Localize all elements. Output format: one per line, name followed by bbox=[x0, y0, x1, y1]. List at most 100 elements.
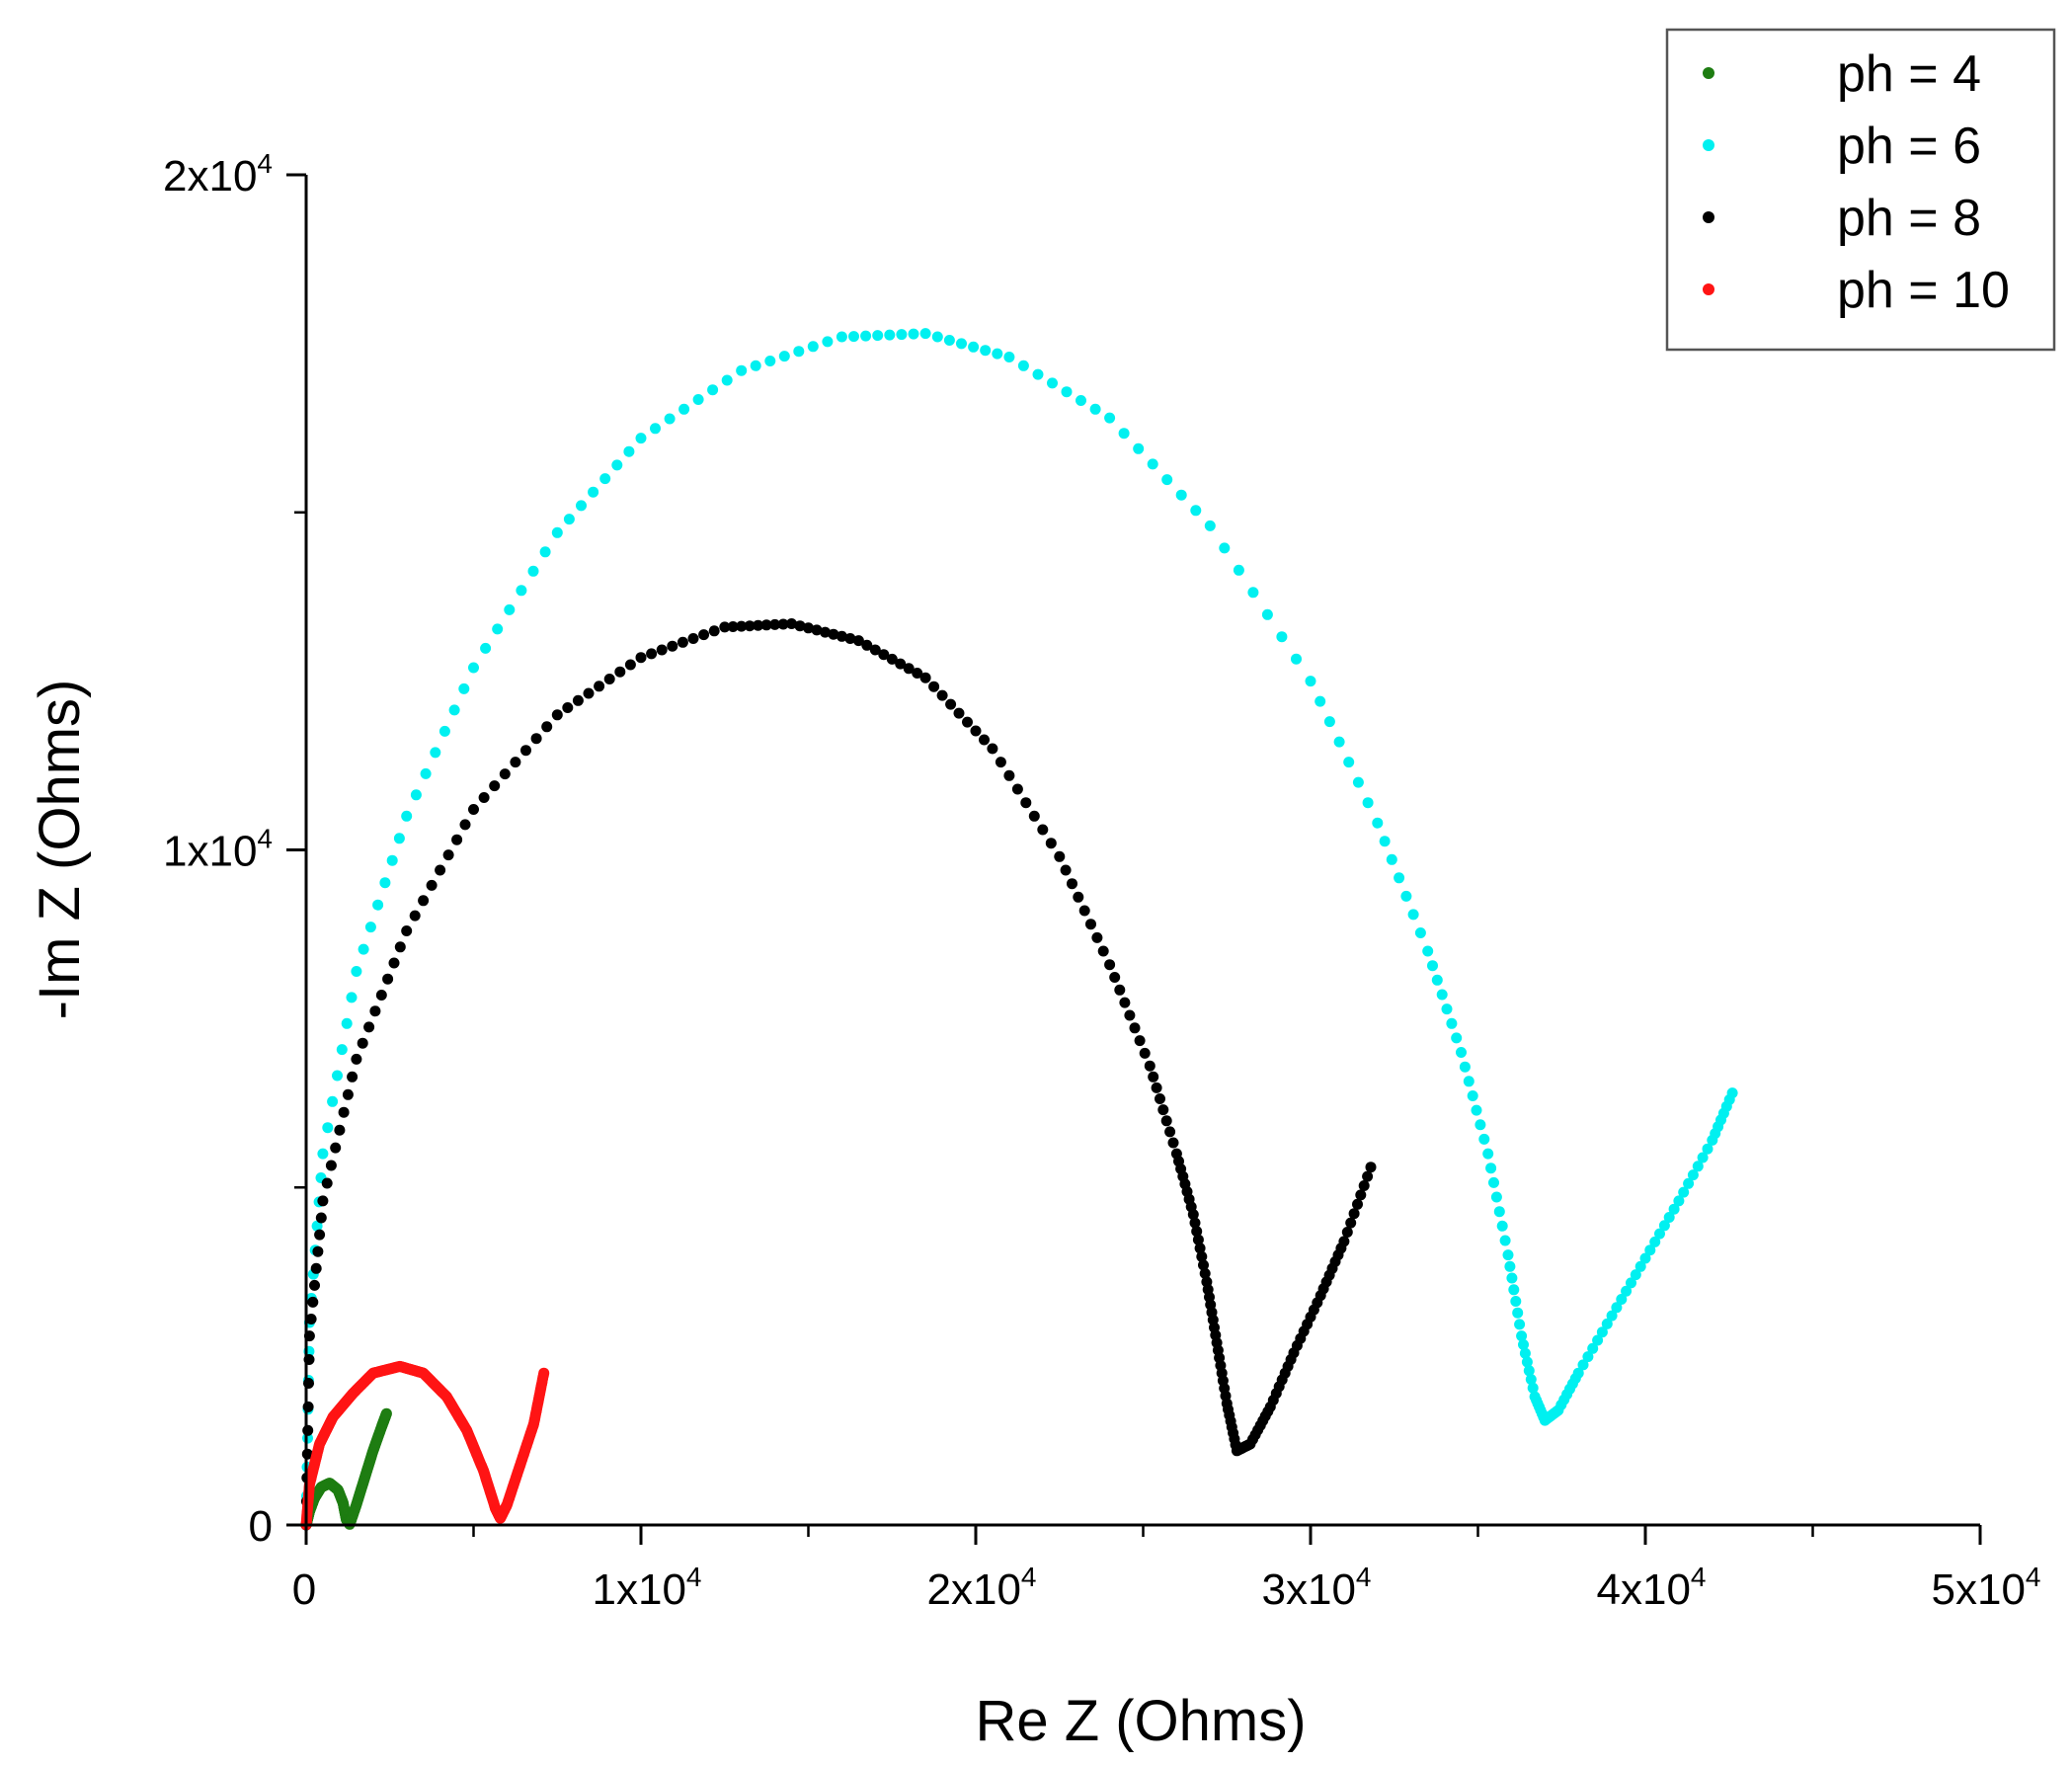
data-point bbox=[1687, 1169, 1699, 1181]
data-point bbox=[1219, 542, 1231, 554]
data-point bbox=[1592, 1334, 1604, 1346]
data-point bbox=[1032, 368, 1044, 380]
data-point bbox=[943, 335, 955, 346]
legend-marker bbox=[1703, 139, 1714, 151]
data-point bbox=[489, 780, 501, 792]
data-point bbox=[314, 1229, 326, 1241]
data-point bbox=[611, 459, 623, 471]
data-point bbox=[311, 1220, 323, 1232]
data-point bbox=[1097, 945, 1109, 957]
data-point bbox=[1078, 905, 1090, 917]
legend-label: ph = 4 bbox=[1837, 45, 1981, 103]
x-tick-label: 3x104 bbox=[1262, 1562, 1372, 1614]
data-point bbox=[305, 1314, 317, 1324]
data-point bbox=[603, 674, 615, 684]
data-point bbox=[1499, 1235, 1511, 1246]
data-point bbox=[401, 810, 413, 822]
data-point bbox=[541, 721, 553, 733]
data-point bbox=[438, 725, 450, 737]
data-point bbox=[896, 329, 908, 341]
data-point bbox=[1518, 1338, 1529, 1350]
data-point bbox=[953, 707, 965, 719]
y-tick-label: 1x104 bbox=[163, 824, 273, 876]
data-point bbox=[1456, 1047, 1467, 1058]
data-point bbox=[1352, 1198, 1363, 1210]
data-point bbox=[341, 1017, 353, 1029]
data-point bbox=[945, 698, 957, 710]
data-point bbox=[928, 681, 940, 692]
data-point bbox=[869, 644, 881, 656]
data-point bbox=[1508, 1284, 1520, 1296]
data-point bbox=[332, 1070, 343, 1082]
data-point bbox=[539, 546, 551, 558]
data-point bbox=[426, 879, 438, 891]
data-point bbox=[1512, 1307, 1524, 1319]
data-point bbox=[753, 619, 764, 631]
data-point bbox=[325, 1160, 337, 1171]
data-point bbox=[778, 351, 790, 362]
data-point bbox=[478, 792, 490, 803]
data-point bbox=[1572, 1367, 1584, 1379]
data-point bbox=[346, 992, 358, 1003]
data-point bbox=[1175, 489, 1187, 501]
data-point bbox=[692, 394, 704, 405]
data-point bbox=[379, 877, 391, 889]
data-point bbox=[1523, 1365, 1535, 1377]
data-point bbox=[1196, 1250, 1208, 1262]
data-point bbox=[650, 423, 661, 435]
data-point bbox=[1506, 1272, 1518, 1284]
data-point bbox=[357, 1037, 368, 1049]
data-point bbox=[1118, 428, 1130, 440]
x-tick-label: 5x104 bbox=[1932, 1562, 2041, 1614]
data-point bbox=[1144, 1060, 1156, 1072]
data-point bbox=[1504, 1260, 1516, 1272]
data-point bbox=[1305, 676, 1316, 687]
data-point bbox=[1427, 960, 1438, 972]
data-point bbox=[1161, 474, 1173, 486]
data-point bbox=[1485, 1163, 1497, 1174]
data-point bbox=[1467, 1090, 1478, 1101]
data-point bbox=[919, 672, 931, 683]
data-point bbox=[811, 624, 823, 636]
series-ph-6 bbox=[300, 328, 1738, 1531]
data-point bbox=[334, 1124, 346, 1136]
data-point bbox=[1276, 631, 1288, 643]
data-point bbox=[372, 899, 384, 911]
data-point bbox=[962, 716, 973, 728]
data-point bbox=[1616, 1294, 1628, 1305]
data-point bbox=[468, 662, 479, 674]
data-point bbox=[336, 1044, 348, 1056]
data-point bbox=[1089, 403, 1101, 415]
data-point bbox=[1601, 1318, 1613, 1329]
legend-marker bbox=[1703, 283, 1714, 295]
data-point bbox=[1474, 1119, 1486, 1131]
data-point bbox=[1119, 997, 1131, 1008]
data-point bbox=[1028, 810, 1040, 822]
data-point bbox=[1649, 1236, 1661, 1247]
data-point bbox=[527, 565, 539, 577]
data-point bbox=[886, 653, 898, 665]
data-point bbox=[504, 603, 516, 615]
data-point bbox=[410, 789, 422, 801]
data-point bbox=[1463, 1076, 1474, 1087]
legend-marker bbox=[1703, 211, 1714, 223]
x-tick-label: 0 bbox=[292, 1565, 316, 1614]
data-point bbox=[979, 734, 990, 746]
data-point bbox=[551, 526, 563, 538]
data-point bbox=[872, 330, 884, 342]
data-point bbox=[614, 666, 626, 678]
data-point bbox=[1697, 1152, 1709, 1163]
data-point bbox=[351, 1053, 362, 1065]
data-point bbox=[1400, 890, 1412, 902]
data-point bbox=[1527, 1382, 1539, 1394]
data-point bbox=[1047, 377, 1058, 389]
data-point bbox=[1011, 783, 1023, 795]
data-point bbox=[1422, 945, 1434, 957]
data-point bbox=[687, 633, 699, 644]
data-point bbox=[1673, 1195, 1685, 1207]
data-point bbox=[363, 1021, 375, 1033]
x-tick-label: 1x104 bbox=[593, 1562, 702, 1614]
data-point bbox=[836, 331, 847, 343]
data-point bbox=[1067, 878, 1077, 890]
data-point bbox=[1164, 1126, 1176, 1138]
